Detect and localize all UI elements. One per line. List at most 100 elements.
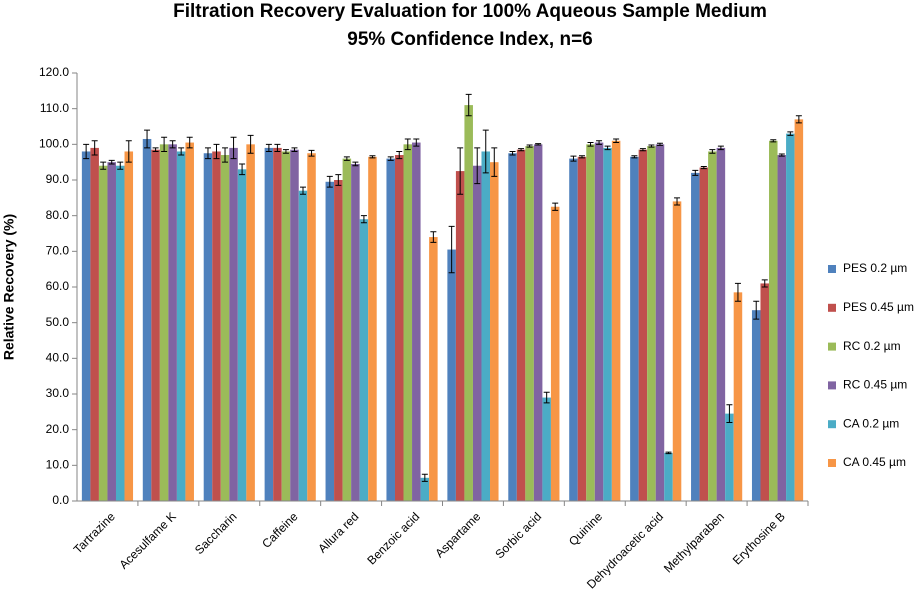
y-tick-label: 50.0 bbox=[46, 315, 70, 329]
error-bar bbox=[161, 136, 168, 152]
bar bbox=[403, 144, 413, 502]
error-bar bbox=[726, 404, 733, 424]
x-tick-label: Quinine bbox=[566, 509, 605, 548]
y-tick-label: 0.0 bbox=[52, 493, 69, 507]
error-bar bbox=[108, 159, 115, 165]
chart-subtitle: 95% Confidence Index, n=6 bbox=[347, 29, 593, 50]
x-tick-label: Aspartame bbox=[432, 509, 483, 560]
error-bar bbox=[343, 156, 350, 161]
bar bbox=[298, 190, 308, 501]
bar bbox=[630, 156, 639, 502]
legend-label: PES 0.45 µm bbox=[843, 300, 914, 314]
legend-label: PES 0.2 µm bbox=[843, 261, 907, 275]
error-bar bbox=[369, 155, 376, 159]
y-tick-label: 110.0 bbox=[40, 101, 69, 115]
error-bar bbox=[509, 150, 516, 156]
error-bar bbox=[265, 143, 272, 152]
bar bbox=[220, 155, 230, 502]
error-bar bbox=[169, 140, 176, 149]
bar bbox=[751, 310, 761, 501]
bar bbox=[107, 162, 116, 501]
bar bbox=[98, 165, 108, 501]
y-tick-label: 30.0 bbox=[46, 386, 70, 400]
bar bbox=[716, 147, 726, 501]
bar bbox=[638, 149, 648, 501]
error-bar bbox=[717, 145, 724, 151]
bar bbox=[212, 151, 221, 501]
error-bar bbox=[352, 161, 359, 167]
error-bar bbox=[700, 165, 707, 170]
error-bar bbox=[291, 147, 298, 152]
error-bar bbox=[535, 143, 542, 146]
bar bbox=[386, 158, 395, 501]
error-bar bbox=[795, 115, 802, 124]
error-bar bbox=[230, 136, 237, 160]
bar bbox=[611, 140, 621, 501]
y-tick-label: 100.0 bbox=[39, 137, 69, 151]
error-bar bbox=[656, 142, 663, 146]
x-tick-label: Acesulfame K bbox=[116, 509, 178, 571]
error-bar bbox=[413, 138, 420, 147]
y-tick-label: 90.0 bbox=[46, 172, 70, 186]
error-bar bbox=[648, 144, 655, 148]
x-tick-label: Benzoic acid bbox=[364, 509, 422, 567]
error-bar bbox=[282, 149, 289, 154]
legend-label: CA 0.45 µm bbox=[843, 455, 906, 469]
error-bar bbox=[596, 140, 603, 145]
error-bar bbox=[457, 147, 464, 195]
error-bar bbox=[474, 147, 481, 185]
error-bar bbox=[448, 225, 455, 274]
bar bbox=[699, 167, 709, 501]
bar bbox=[577, 156, 587, 502]
error-bar bbox=[178, 147, 185, 156]
error-bar bbox=[787, 131, 794, 136]
x-tick-label: Tartrazine bbox=[71, 509, 118, 556]
error-bar bbox=[465, 93, 472, 117]
error-bar bbox=[125, 140, 132, 163]
legend-label: RC 0.45 µm bbox=[843, 378, 907, 392]
error-bar bbox=[692, 169, 699, 176]
bar bbox=[586, 144, 595, 502]
error-bar bbox=[570, 155, 577, 162]
error-bar bbox=[674, 197, 681, 206]
bar bbox=[647, 146, 656, 501]
error-bar bbox=[604, 145, 611, 151]
x-tick-label: Saccharin bbox=[192, 509, 240, 557]
x-tick-label: Erythosine B bbox=[730, 509, 788, 567]
bar bbox=[81, 151, 91, 501]
bar bbox=[525, 146, 534, 501]
bar bbox=[351, 163, 360, 501]
error-bar bbox=[639, 148, 646, 152]
error-bar bbox=[552, 202, 559, 211]
bar bbox=[725, 413, 734, 501]
error-bar bbox=[360, 215, 367, 224]
legend-swatch bbox=[828, 303, 836, 312]
bar bbox=[794, 119, 804, 501]
error-bar bbox=[753, 300, 760, 320]
bar bbox=[708, 151, 717, 501]
x-tick-label: Allura red bbox=[315, 509, 361, 555]
error-bar bbox=[222, 147, 229, 163]
bar bbox=[412, 142, 421, 502]
error-bar bbox=[631, 155, 638, 159]
x-tick-label: Caffeine bbox=[259, 509, 301, 551]
y-tick-label: 80.0 bbox=[46, 208, 70, 222]
bar bbox=[151, 149, 160, 501]
error-bar bbox=[587, 142, 594, 147]
y-tick-label: 70.0 bbox=[46, 244, 70, 258]
error-bar bbox=[213, 143, 220, 160]
bar bbox=[359, 219, 369, 501]
bar bbox=[264, 147, 274, 501]
bar bbox=[464, 105, 473, 501]
error-bar bbox=[117, 161, 124, 170]
legend-swatch bbox=[828, 420, 836, 429]
error-bar bbox=[770, 139, 777, 143]
bar bbox=[281, 151, 291, 501]
bar bbox=[229, 147, 238, 501]
bar bbox=[769, 140, 778, 501]
bar bbox=[786, 133, 795, 501]
error-bar bbox=[482, 129, 489, 174]
bar bbox=[273, 147, 282, 501]
error-bar bbox=[144, 129, 151, 149]
legend-swatch bbox=[828, 459, 836, 467]
